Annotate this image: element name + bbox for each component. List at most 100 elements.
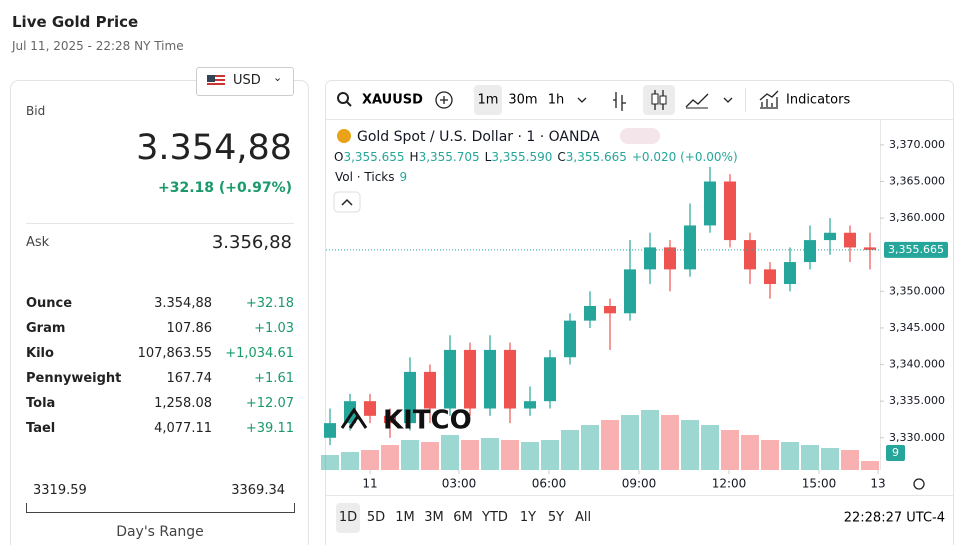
range-button[interactable]: 5Y (547, 510, 565, 525)
x-tick-label: 06:00 (532, 477, 567, 491)
volume-bar (341, 452, 359, 470)
symbol[interactable]: XAUUSD (362, 93, 423, 108)
plot (321, 166, 879, 470)
search-icon[interactable] (337, 92, 349, 104)
volume-bar (641, 410, 659, 470)
page-title: Live Gold Price (12, 13, 139, 31)
volume-bar (581, 425, 599, 470)
range-button[interactable]: YTD (482, 510, 508, 525)
x-tick-label: 09:00 (622, 477, 657, 491)
candle-body (704, 181, 716, 226)
quote-card (10, 80, 309, 545)
chart-card (325, 80, 954, 545)
ohlc-value: 3,355.705 (419, 150, 480, 164)
y-tick-label: 3,330.000 (889, 431, 945, 444)
bid-price: 3.354,88 (136, 128, 292, 168)
volume-label: Vol · Ticks (335, 170, 395, 184)
watermark: KITCO (383, 406, 472, 436)
unit-change: +1.61 (254, 371, 294, 386)
range-button[interactable]: 5D (366, 510, 386, 525)
candle-body (504, 349, 516, 409)
ask-price: 3.356,88 (211, 232, 292, 253)
volume-bar (381, 445, 399, 470)
range-selected (336, 503, 360, 533)
indicators-icon[interactable] (759, 90, 779, 109)
add-icon[interactable] (435, 91, 453, 109)
unit-change: +1,034.61 (225, 346, 294, 361)
interval[interactable]: 30m (508, 93, 537, 108)
range-button[interactable]: 1D (338, 510, 358, 525)
candle-body (544, 357, 556, 402)
flag-canton (207, 75, 215, 82)
volume-badge-label: 9 (892, 446, 899, 459)
unit-price: 3.354,88 (154, 296, 212, 311)
range-button[interactable]: 1M (395, 510, 415, 525)
dropdown-icon[interactable] (577, 97, 587, 103)
unit-row: Gram 107.86 +1.03 (26, 321, 294, 341)
candle-body (784, 262, 796, 285)
clock: 22:28:27 UTC-4 (844, 511, 945, 526)
volume-bar (861, 461, 879, 470)
candle-body (684, 225, 696, 270)
candle-body (424, 371, 436, 409)
area-icon[interactable] (685, 93, 709, 108)
unit-change: +39.11 (245, 421, 294, 436)
symbol-icon (337, 129, 351, 143)
indicators[interactable]: Indicators (786, 93, 850, 108)
volume-bar (601, 420, 619, 470)
volume-bar (521, 442, 539, 470)
unit-name: Gram (26, 321, 66, 336)
ohlc-change: +0.020 (+0.00%) (632, 150, 738, 164)
chart-type-selected (643, 85, 675, 115)
dropdown-icon[interactable] (723, 97, 733, 103)
candle-body (384, 415, 396, 424)
page-date: Jul 11, 2025 - 22:28 NY Time (12, 39, 184, 53)
range-button[interactable]: All (574, 510, 592, 525)
bid-label: Bid (26, 104, 46, 118)
unit-name: Tola (26, 396, 56, 411)
candle-body (524, 401, 536, 409)
y-tick-label: 3,370.000 (889, 138, 945, 151)
settings-icon[interactable] (913, 478, 925, 490)
volume-bar (481, 438, 499, 470)
last-price-label: 3,355.665 (888, 243, 944, 256)
collapse-button[interactable] (333, 191, 361, 213)
candle-body (864, 247, 876, 250)
ohlc-legend: O3,355.655 H3,355.705 L3,355.590 C3,355.665… (334, 150, 738, 164)
add-icon (440, 96, 448, 104)
interval[interactable]: 1m (478, 93, 499, 108)
ohlc-key: L (485, 150, 492, 164)
x-tick-label: 11 (362, 477, 377, 491)
volume-bar (721, 430, 739, 470)
unit-row: Tola 1,258.08 +12.07 (26, 396, 294, 416)
interval[interactable]: 1h (548, 93, 565, 108)
volume-bar (841, 450, 859, 470)
candle-body (764, 269, 776, 285)
unit-name: Ounce (26, 296, 73, 311)
volume-bar (621, 415, 639, 470)
unit-row: Ounce 3.354,88 +32.18 (26, 296, 294, 316)
bar-icon[interactable] (613, 92, 626, 111)
volume-bar (761, 440, 779, 470)
volume-bar (461, 440, 479, 470)
ohlc-key: C (557, 150, 565, 164)
ohlc-key: O (334, 150, 343, 164)
x-tick-label: 15:00 (802, 477, 837, 491)
x-tick-label: 12:00 (712, 477, 747, 491)
volume-bar (441, 435, 459, 470)
currency: USD (233, 73, 261, 88)
candle-body (624, 269, 636, 314)
range-button[interactable]: 3M (424, 510, 444, 525)
range-button[interactable]: 1Y (519, 510, 537, 525)
currency-select[interactable]: USD ⌄ (196, 67, 294, 96)
candle-body (344, 401, 356, 424)
ohlc-value: 3,355.590 (491, 150, 552, 164)
volume-bar (361, 450, 379, 470)
candle-body (444, 349, 456, 409)
unit-name: Tael (26, 421, 56, 436)
candle-body (824, 232, 836, 241)
volume-bar (541, 440, 559, 470)
range-low: 3319.59 (33, 483, 87, 498)
range-button[interactable]: 6M (453, 510, 473, 525)
